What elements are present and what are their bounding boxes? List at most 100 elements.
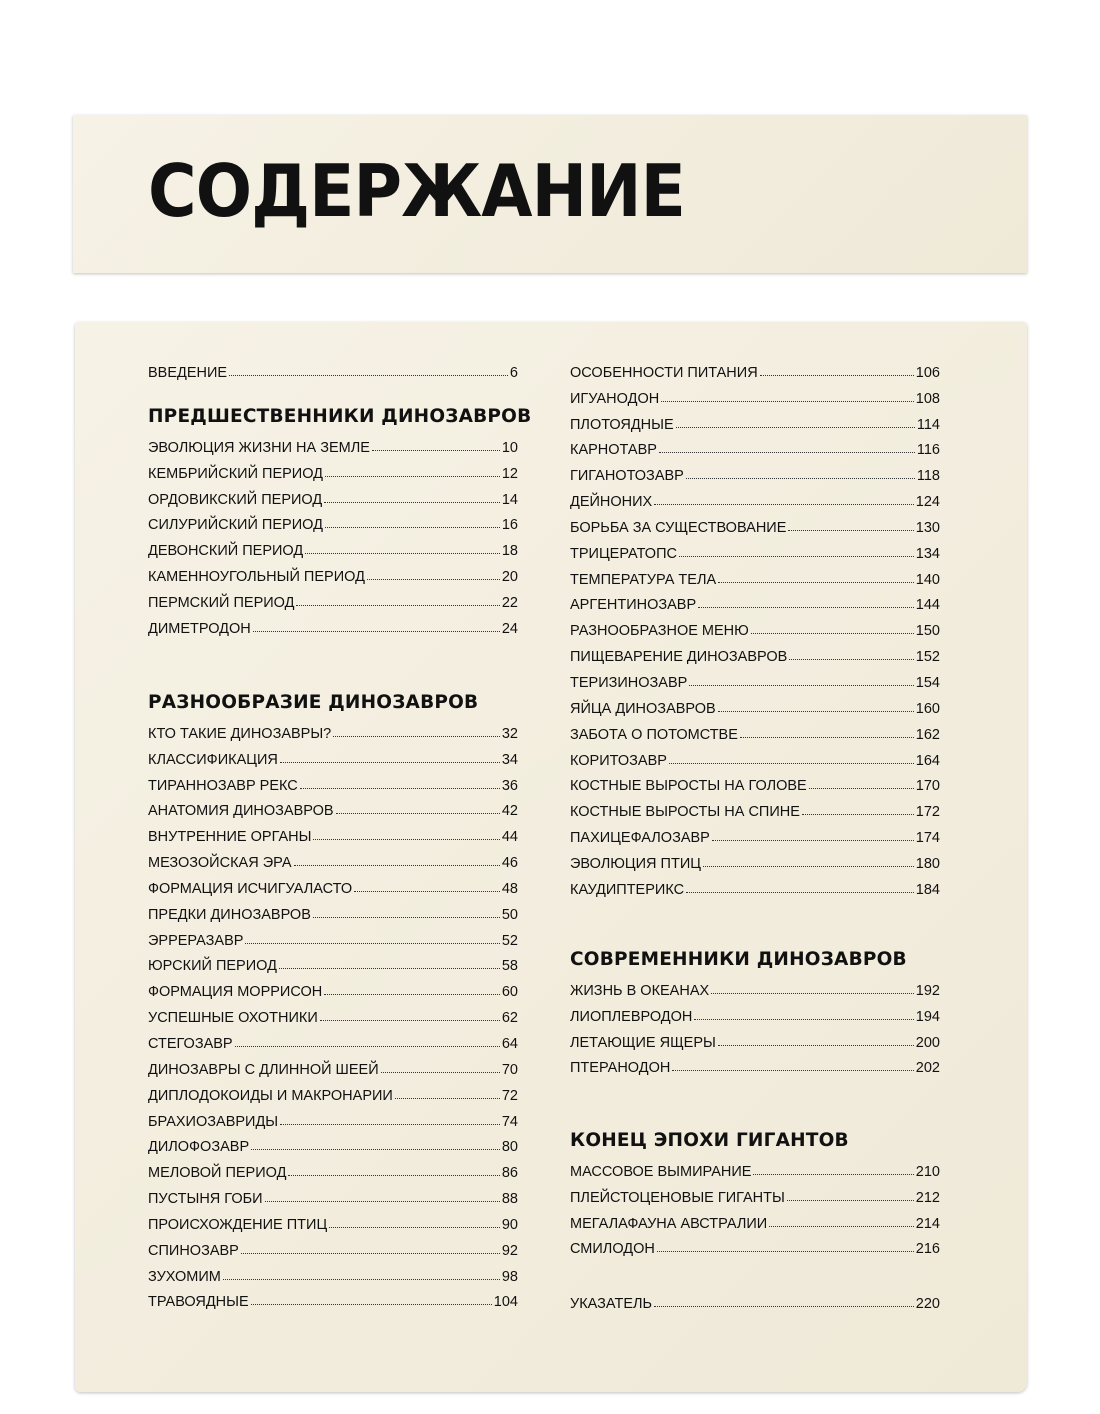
toc-entry[interactable]: ТИРАННОЗАВР РЕКС 36 <box>148 768 518 794</box>
page-number: 130 <box>915 519 940 536</box>
entry-title: КОРИТОЗАВР <box>570 752 667 769</box>
dot-leader <box>324 994 500 996</box>
toc-entry[interactable]: МЕЗОЗОЙСКАЯ ЭРА 46 <box>148 845 518 871</box>
toc-entry[interactable]: КТО ТАКИЕ ДИНОЗАВРЫ? 32 <box>148 716 518 742</box>
toc-entry[interactable]: ТРАВОЯДНЫЕ 104 <box>148 1285 518 1310</box>
dot-leader <box>685 478 915 480</box>
toc-entry[interactable]: ГИГАНОТОЗАВР 118 <box>570 458 940 484</box>
toc-entry[interactable]: ЭРРЕРАЗАВР 52 <box>148 923 518 949</box>
toc-entry[interactable]: КОРИТОЗАВР 164 <box>570 743 940 769</box>
page-number: 62 <box>501 1010 518 1027</box>
dot-leader <box>718 581 914 583</box>
toc-entry[interactable]: ДЕЙНОНИХ 124 <box>570 484 940 510</box>
toc-entry[interactable]: СИЛУРИЙСКИЙ ПЕРИОД 16 <box>148 508 518 534</box>
toc-entry[interactable]: ЯЙЦА ДИНОЗАВРОВ 160 <box>570 691 940 717</box>
toc-entry[interactable]: ПЕРМСКИЙ ПЕРИОД 22 <box>148 585 518 611</box>
page-number: 60 <box>501 984 518 1001</box>
dot-leader <box>293 865 500 867</box>
entry-title: РАЗНООБРАЗНОЕ МЕНЮ <box>570 623 749 640</box>
toc-entry[interactable]: ЗАБОТА О ПОТОМСТВЕ 162 <box>570 717 940 743</box>
toc-entry[interactable]: КОСТНЫЕ ВЫРОСТЫ НА СПИНЕ 172 <box>570 794 940 820</box>
toc-entry[interactable]: ТЕРИЗИНОЗАВР 154 <box>570 665 940 691</box>
toc-entry[interactable]: ИГУАНОДОН 108 <box>570 381 940 407</box>
entry-title: КАРНОТАВР <box>570 442 657 459</box>
toc-entry[interactable]: ЭВОЛЮЦИЯ ЖИЗНИ НА ЗЕМЛЕ 10 <box>148 430 518 456</box>
toc-entry[interactable]: ТЕМПЕРАТУРА ТЕЛА 140 <box>570 562 940 588</box>
page-number: 72 <box>501 1087 518 1104</box>
page-number: 134 <box>915 545 940 562</box>
toc-entry[interactable]: ОРДОВИКСКИЙ ПЕРИОД 14 <box>148 482 518 508</box>
toc-entry[interactable]: ЛИОПЛЕВРОДОН 194 <box>570 999 940 1025</box>
toc-entry[interactable]: КЕМБРИЙСКИЙ ПЕРИОД 12 <box>148 456 518 482</box>
toc-entry[interactable]: УСПЕШНЫЕ ОХОТНИКИ 62 <box>148 1000 518 1026</box>
toc-entry[interactable]: БОРЬБА ЗА СУЩЕСТВОВАНИЕ 130 <box>570 510 940 536</box>
entry-title: ЭВОЛЮЦИЯ ЖИЗНИ НА ЗЕМЛЕ <box>148 439 370 456</box>
page-number: 114 <box>916 416 940 433</box>
page-number: 214 <box>915 1215 940 1232</box>
toc-entry[interactable]: ПТЕРАНОДОН 202 <box>570 1051 940 1076</box>
entry-title: ДИМЕТРОДОН <box>148 620 251 637</box>
toc-entry[interactable]: УКАЗАТЕЛЬ 220 <box>570 1286 940 1312</box>
toc-entry[interactable]: ФОРМАЦИЯ ИСЧИГУАЛАСТО 48 <box>148 871 518 897</box>
toc-entry[interactable]: КАУДИПТЕРИКС 184 <box>570 872 940 898</box>
entry-title: ЭВОЛЮЦИЯ ПТИЦ <box>570 855 701 872</box>
toc-entry[interactable]: СПИНОЗАВР 92 <box>148 1233 518 1259</box>
toc-entry[interactable]: ДИМЕТРОДОН 24 <box>148 611 518 637</box>
toc-entry[interactable]: ПРОИСХОЖДЕНИЕ ПТИЦ 90 <box>148 1207 518 1233</box>
toc-entry[interactable]: РАЗНООБРАЗНОЕ МЕНЮ 150 <box>570 613 940 639</box>
page-number: 170 <box>915 778 940 795</box>
toc-entry[interactable]: КЛАССИФИКАЦИЯ 34 <box>148 742 518 768</box>
toc-entry[interactable]: ОСОБЕННОСТИ ПИТАНИЯ 106 <box>570 355 940 381</box>
toc-entry[interactable]: ПЛОТОЯДНЫЕ 114 <box>570 407 940 433</box>
intro-block: ВВЕДЕНИЕ 6 <box>148 355 518 381</box>
entry-title: ФОРМАЦИЯ МОРРИСОН <box>148 984 323 1001</box>
toc-entry[interactable]: АРГЕНТИНОЗАВР 144 <box>570 588 940 613</box>
dot-leader <box>333 735 500 737</box>
toc-entry[interactable]: ДИПЛОДОКОИДЫ И МАКРОНАРИИ 72 <box>148 1078 518 1104</box>
toc-entry[interactable]: ПАХИЦЕФАЛОЗАВР 174 <box>570 820 940 846</box>
toc-entry[interactable]: ЛЕТАЮЩИЕ ЯЩЕРЫ 200 <box>570 1025 940 1051</box>
toc-entry[interactable]: ЗУХОМИМ 98 <box>148 1259 518 1285</box>
entry-title: МЕЗОЗОЙСКАЯ ЭРА <box>148 855 292 872</box>
toc-entry[interactable]: ЮРСКИЙ ПЕРИОД 58 <box>148 949 518 975</box>
page-number: 88 <box>501 1191 518 1208</box>
toc-entry[interactable]: МЕГАЛАФАУНА АВСТРАЛИИ 214 <box>570 1206 940 1232</box>
toc-entry[interactable]: АНАТОМИЯ ДИНОЗАВРОВ 42 <box>148 794 518 820</box>
toc-entry[interactable]: ТРИЦЕРАТОПС 134 <box>570 536 940 562</box>
toc-entry[interactable]: СТЕГОЗАВР 64 <box>148 1026 518 1052</box>
toc-entry[interactable]: ПЛЕЙСТОЦЕНОВЫЕ ГИГАНТЫ 212 <box>570 1180 940 1206</box>
toc-entry[interactable]: ДИЛОФОЗАВР 80 <box>148 1130 518 1156</box>
toc-entry[interactable]: ПУСТЫНЯ ГОБИ 88 <box>148 1181 518 1207</box>
toc-entry[interactable]: ДЕВОНСКИЙ ПЕРИОД 18 <box>148 533 518 559</box>
section-heading: СОВРЕМЕННИКИ ДИНОЗАВРОВ <box>570 949 907 970</box>
toc-entry[interactable]: ПРЕДКИ ДИНОЗАВРОВ 50 <box>148 897 518 923</box>
page-number: 58 <box>501 958 518 975</box>
entry-title: ДИЛОФОЗАВР <box>148 1139 250 1156</box>
dot-leader <box>668 762 914 764</box>
toc-entry[interactable]: СМИЛОДОН 216 <box>570 1232 940 1257</box>
toc-entry[interactable]: МАССОВОЕ ВЫМИРАНИЕ 210 <box>570 1154 940 1180</box>
toc-entry[interactable]: БРАХИОЗАВРИДЫ 74 <box>148 1104 518 1130</box>
dot-leader <box>296 604 500 606</box>
page-number: 124 <box>915 494 940 511</box>
dot-leader <box>234 1045 500 1047</box>
entry-title: АНАТОМИЯ ДИНОЗАВРОВ <box>148 803 334 820</box>
toc-entry[interactable]: КАМЕННОУГОЛЬНЫЙ ПЕРИОД 20 <box>148 559 518 585</box>
toc-entry[interactable]: КАРНОТАВР 116 <box>570 433 940 459</box>
dot-leader <box>319 1020 500 1022</box>
entry-title: ЖИЗНЬ В ОКЕАНАХ <box>570 982 710 999</box>
toc-entry[interactable]: ПИЩЕВАРЕНИЕ ДИНОЗАВРОВ 152 <box>570 639 940 665</box>
toc-entry[interactable]: ВНУТРЕННИЕ ОРГАНЫ 44 <box>148 819 518 845</box>
page-number: 92 <box>501 1242 518 1259</box>
toc-entry[interactable]: ДИНОЗАВРЫ С ДЛИННОЙ ШЕЕЙ 70 <box>148 1052 518 1078</box>
entry-title: ЗУХОМИМ <box>148 1268 221 1285</box>
toc-entry[interactable]: МЕЛОВОЙ ПЕРИОД 86 <box>148 1155 518 1181</box>
page-number: 16 <box>501 517 518 534</box>
page-number: 192 <box>915 982 940 999</box>
toc-entry[interactable]: ЖИЗНЬ В ОКЕАНАХ 192 <box>570 973 940 999</box>
entry-title: МЕГАЛАФАУНА АВСТРАЛИИ <box>570 1215 768 1232</box>
toc-entry[interactable]: ВВЕДЕНИЕ 6 <box>148 355 518 381</box>
toc-entry[interactable]: ЭВОЛЮЦИЯ ПТИЦ 180 <box>570 846 940 872</box>
toc-entry[interactable]: КОСТНЫЕ ВЫРОСТЫ НА ГОЛОВЕ 170 <box>570 769 940 795</box>
toc-entry[interactable]: ФОРМАЦИЯ МОРРИСОН 60 <box>148 974 518 1000</box>
